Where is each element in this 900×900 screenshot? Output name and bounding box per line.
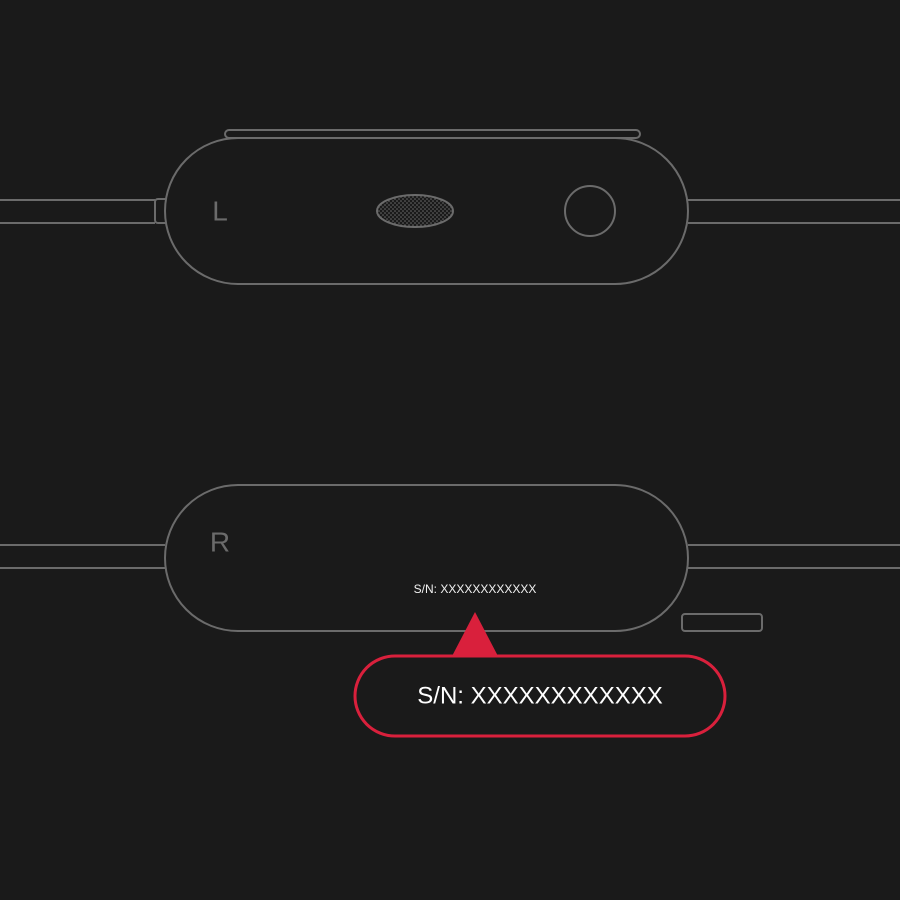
serial-number-callout: S/N: XXXXXXXXXXXX: [417, 683, 662, 710]
right-label: R: [210, 527, 230, 558]
left-label: L: [212, 196, 228, 227]
bottom-module-right-port: [682, 614, 762, 631]
bottom-module-body: [165, 485, 688, 631]
top-module-rail: [225, 130, 640, 138]
serial-number-small: S/N: XXXXXXXXXXXX: [414, 582, 537, 596]
microphone-icon: [377, 195, 453, 227]
